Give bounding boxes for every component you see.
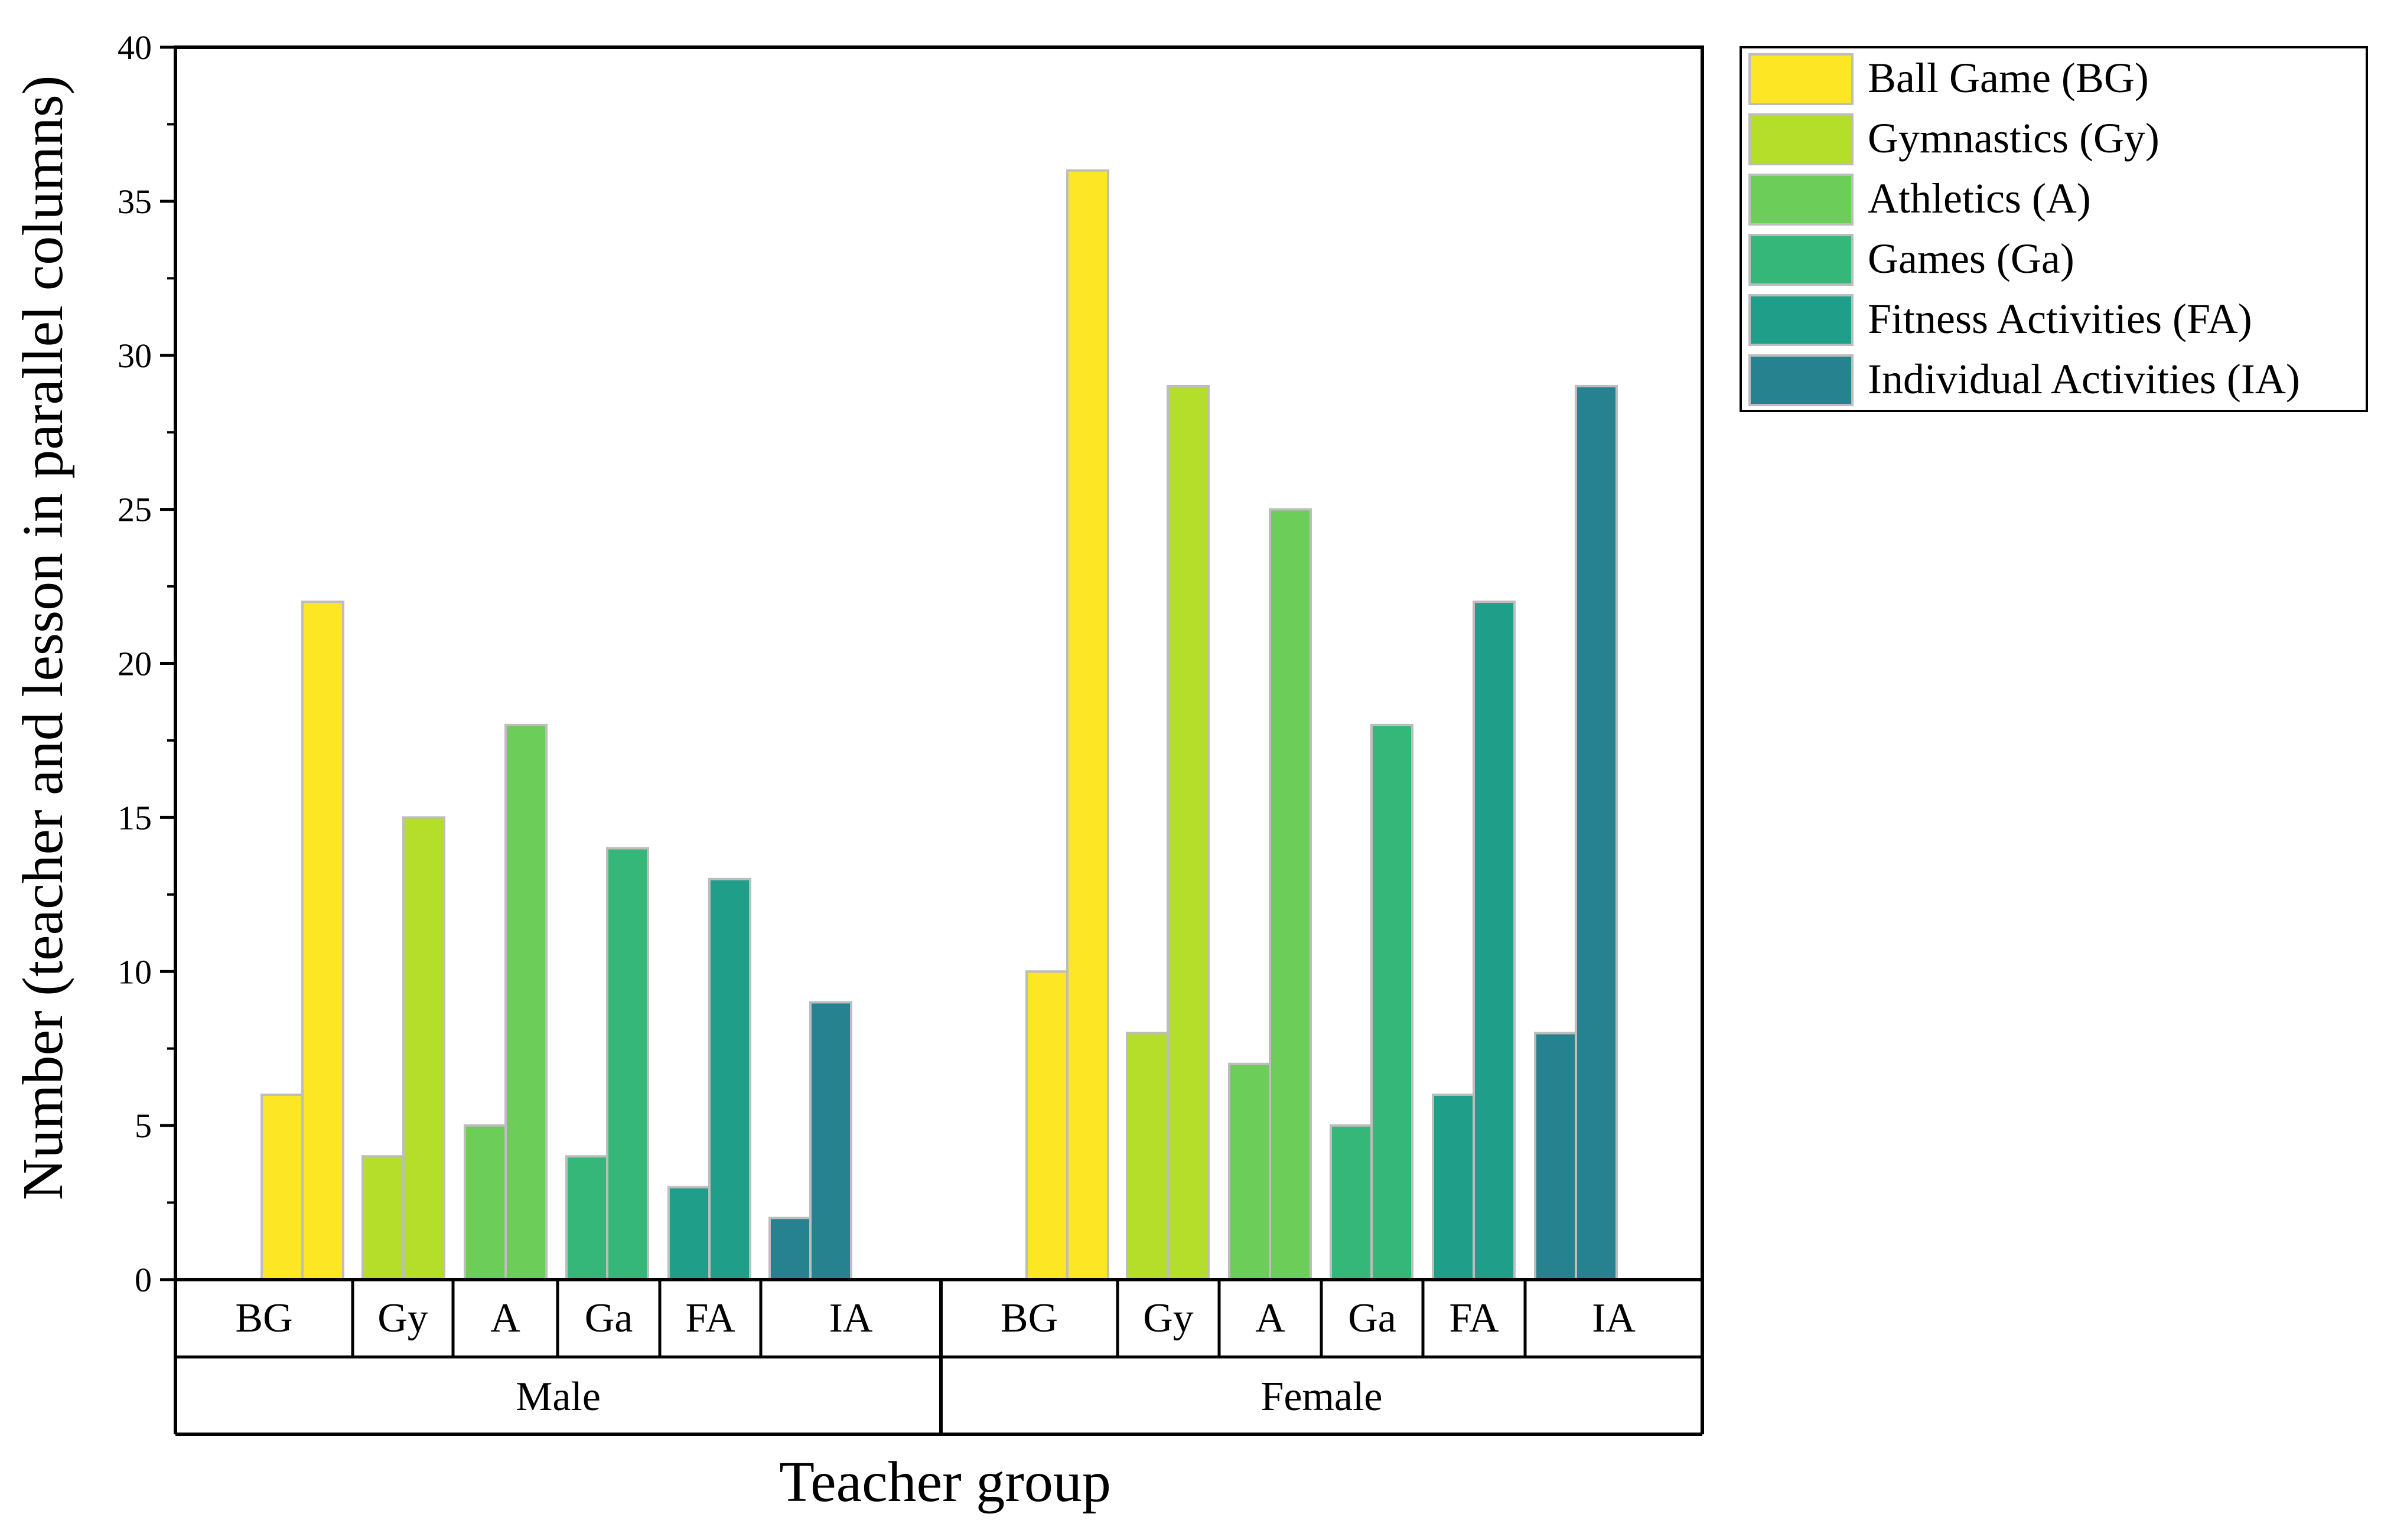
category-label-a: A	[490, 1296, 520, 1341]
bar-lesson-female-gy	[1167, 384, 1210, 1281]
category-label-ga: Ga	[1348, 1296, 1396, 1341]
bar-teacher-male-fa	[667, 1186, 711, 1281]
y-tick-label: 30	[118, 337, 152, 375]
bar-lesson-male-ga	[606, 847, 649, 1281]
category-label-ga: Ga	[585, 1296, 633, 1341]
bar-teacher-female-gy	[1126, 1032, 1169, 1281]
y-tick-label: 20	[118, 645, 152, 683]
bar-lesson-female-ia	[1575, 384, 1618, 1281]
bar-lesson-female-ga	[1370, 723, 1413, 1281]
bar-lesson-male-gy	[402, 816, 445, 1281]
legend-swatch	[1748, 174, 1854, 226]
legend-label: Games (Ga)	[1868, 235, 2074, 282]
legend-swatch	[1748, 113, 1854, 165]
y-tick-label: 25	[118, 491, 152, 529]
x-axis: BG Gy A Ga FA IA Male BG Gy A Ga FA IA Female	[174, 1278, 1704, 1436]
y-tick-label: 5	[135, 1107, 152, 1145]
y-tick-label: 40	[118, 28, 152, 67]
bar-lesson-male-bg	[301, 601, 344, 1281]
bar-teacher-male-gy	[361, 1155, 405, 1281]
bar-teacher-male-ga	[565, 1155, 608, 1281]
category-label-ia: IA	[829, 1296, 873, 1341]
bar-lesson-female-a	[1269, 508, 1312, 1281]
y-tick-label: 10	[118, 952, 152, 991]
category-label-bg: BG	[1001, 1296, 1058, 1341]
legend-label: Gymnastics (Gy)	[1868, 115, 2159, 162]
group-label-female: Female	[1260, 1374, 1382, 1420]
legend-swatch	[1748, 354, 1854, 406]
legend-swatch	[1748, 234, 1854, 286]
x-axis-title: Teacher group	[779, 1450, 1111, 1514]
bar-teacher-male-a	[464, 1124, 507, 1281]
bar-lesson-male-fa	[708, 877, 751, 1281]
category-label-fa: FA	[685, 1296, 735, 1341]
category-label-gy: Gy	[1143, 1296, 1194, 1341]
category-label-bg: BG	[235, 1296, 292, 1341]
bar-lesson-female-bg	[1066, 169, 1109, 1281]
category-label-a: A	[1255, 1296, 1285, 1341]
category-label-ia: IA	[1592, 1296, 1636, 1341]
legend-label: Fitness Activities (FA)	[1868, 295, 2252, 342]
legend-box	[1740, 46, 2368, 412]
legend-label: Athletics (A)	[1868, 175, 2091, 222]
legend: Ball Game (BG) Gymnastics (Gy) Athletics (…	[1740, 46, 2368, 412]
bar-teacher-female-ga	[1330, 1124, 1373, 1281]
bar-teacher-male-bg	[260, 1093, 304, 1281]
legend-swatch	[1748, 294, 1854, 346]
bar-teacher-female-bg	[1025, 970, 1069, 1281]
bar-lesson-male-a	[504, 723, 548, 1281]
y-tick-label: 15	[118, 798, 152, 837]
bar-teacher-male-ia	[768, 1216, 812, 1281]
bar-teacher-female-ia	[1534, 1032, 1577, 1281]
group-label-male: Male	[516, 1374, 601, 1420]
bars	[260, 169, 1618, 1281]
legend-label: Individual Activities (IA)	[1868, 355, 2300, 403]
category-label-gy: Gy	[377, 1296, 428, 1341]
bar-teacher-female-a	[1228, 1062, 1271, 1281]
bar-lesson-female-fa	[1473, 601, 1516, 1281]
y-axis-title: Number (teacher and lesson in parallel c…	[11, 76, 75, 1200]
bar-lesson-male-ia	[809, 1001, 852, 1281]
category-label-fa: FA	[1449, 1296, 1499, 1341]
bar-teacher-female-fa	[1432, 1093, 1475, 1281]
y-tick-label: 35	[118, 182, 152, 221]
y-axis: 0 5 10 15 20 25 30 35 40	[118, 28, 175, 1299]
legend-swatch	[1748, 53, 1854, 105]
legend-label: Ball Game (BG)	[1868, 54, 2149, 102]
y-tick-label: 0	[135, 1261, 152, 1299]
